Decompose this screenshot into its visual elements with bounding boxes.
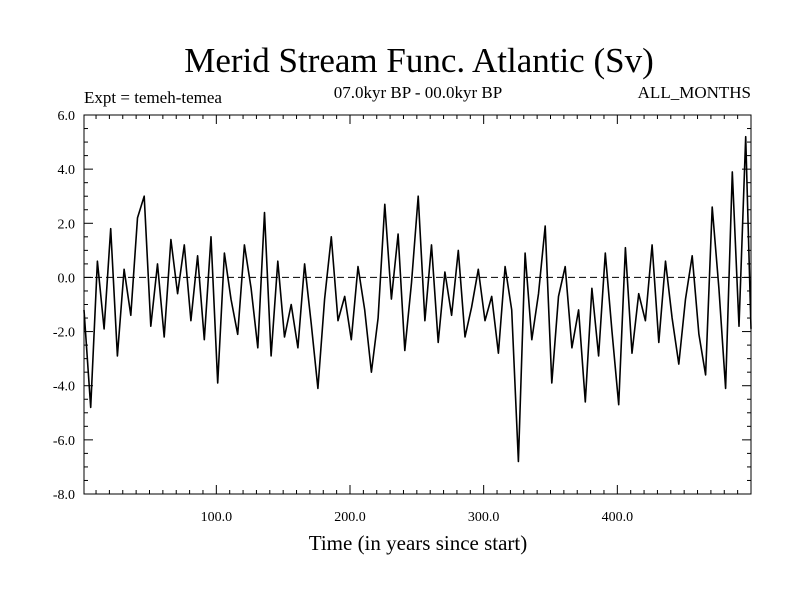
x-axis-label: Time (in years since start) xyxy=(309,531,528,555)
plot-frame xyxy=(83,114,752,495)
x-tick-label: 400.0 xyxy=(602,510,634,525)
series-line xyxy=(83,135,752,463)
y-tick-label: 0.0 xyxy=(58,271,76,286)
y-tick-label: 4.0 xyxy=(58,163,76,178)
months-label: ALL_MONTHS xyxy=(638,83,751,102)
experiment-label: Expt = temeh-temea xyxy=(84,88,222,107)
y-tick-label: -4.0 xyxy=(53,380,75,395)
y-tick-label: -2.0 xyxy=(53,326,75,341)
y-tick-label: -8.0 xyxy=(53,488,75,503)
y-tick-label: 2.0 xyxy=(58,217,76,232)
x-tick-label: 100.0 xyxy=(201,510,233,525)
y-tick-label: 6.0 xyxy=(58,109,76,124)
time-range-label: 07.0kyr BP - 00.0kyr BP xyxy=(334,83,502,102)
plot-area: 6.0 4.0 2.0 0.0 -2.0 -4.0 -6.0 -8.0 100.0 200.0 30… xyxy=(53,109,752,525)
chart-title: Merid Stream Func. Atlantic (Sv) xyxy=(184,41,654,80)
x-tick-label: 200.0 xyxy=(334,510,366,525)
x-tick-label: 300.0 xyxy=(468,510,500,525)
y-tick-label: -6.0 xyxy=(53,434,75,449)
